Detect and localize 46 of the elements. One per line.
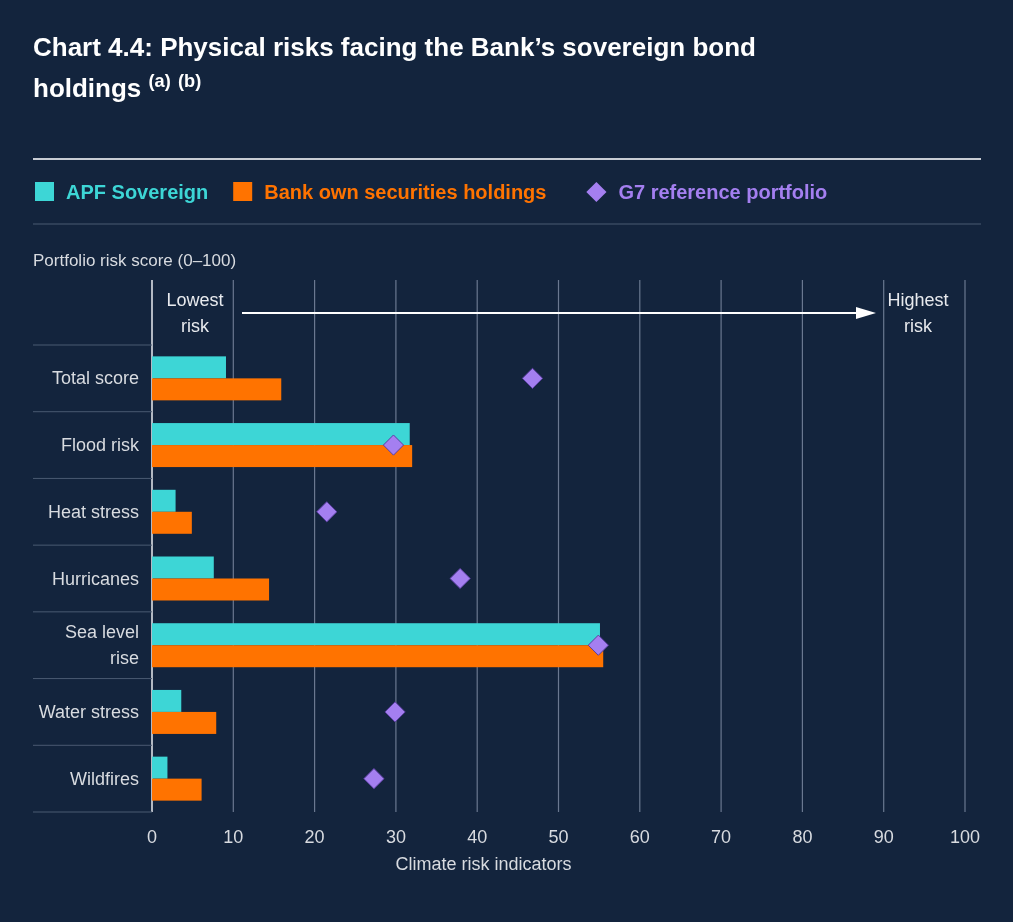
x-tick-label: 100 (949, 827, 981, 847)
legend-label: G7 reference portfolio (618, 181, 828, 203)
bar (152, 378, 282, 401)
y-tick-label: Wildfires (69, 768, 139, 789)
bar (152, 756, 168, 779)
bar (152, 511, 192, 534)
point (384, 701, 406, 723)
point (382, 434, 405, 456)
bar (152, 556, 214, 579)
point (363, 768, 385, 790)
bar (152, 778, 202, 801)
legend-label: Bank own securities holdings (264, 181, 547, 203)
x-tick-label: 70 (711, 827, 732, 847)
bar (152, 645, 604, 668)
bar (152, 356, 226, 379)
x-tick-label: 60 (629, 827, 650, 847)
bar (152, 445, 413, 468)
point (521, 367, 544, 389)
y-axis-title: Portfolio risk score (0–100) (33, 251, 237, 270)
x-tick-label: 90 (873, 827, 894, 847)
y-tick-label: Total score (51, 368, 139, 389)
x-tick-label: 30 (385, 827, 406, 847)
y-tick-label: Sea level rise (64, 622, 139, 669)
x-tick-label: 10 (223, 827, 244, 847)
x-tick-label: 0 (146, 827, 158, 847)
point (316, 501, 338, 523)
bar (152, 489, 176, 512)
x-axis-title: Climate risk indicators (395, 854, 572, 874)
legend-label: APF Sovereign (66, 181, 209, 203)
bar (152, 711, 217, 734)
point (449, 567, 471, 590)
point (587, 634, 609, 656)
text: Highest risk (887, 290, 949, 336)
x-tick-label: 50 (548, 827, 569, 847)
bar (152, 423, 410, 446)
x-tick-label: 20 (304, 827, 325, 847)
bar (152, 623, 600, 646)
bar (152, 689, 182, 712)
x-tick-label: 80 (792, 827, 813, 847)
y-tick-label: Hurricanes (51, 568, 139, 589)
text: Lowest risk (166, 290, 224, 336)
y-tick-label: Heat stress (47, 501, 139, 522)
x-tick-label: 40 (467, 827, 488, 847)
y-tick-label: Flood risk (60, 435, 140, 456)
y-tick-label: Water stress (38, 701, 139, 722)
bar (152, 578, 270, 601)
